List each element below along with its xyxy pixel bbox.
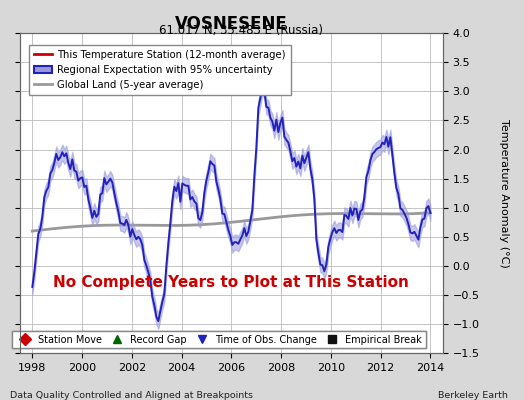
Text: No Complete Years to Plot at This Station: No Complete Years to Plot at This Statio… <box>53 275 409 290</box>
Text: 61.017 N, 35.483 E (Russia): 61.017 N, 35.483 E (Russia) <box>159 24 323 37</box>
Text: Berkeley Earth: Berkeley Earth <box>439 391 508 400</box>
Y-axis label: Temperature Anomaly (°C): Temperature Anomaly (°C) <box>499 119 509 268</box>
Text: Data Quality Controlled and Aligned at Breakpoints: Data Quality Controlled and Aligned at B… <box>10 391 254 400</box>
Title: VOSNESENE: VOSNESENE <box>175 15 288 33</box>
Legend: Station Move, Record Gap, Time of Obs. Change, Empirical Break: Station Move, Record Gap, Time of Obs. C… <box>12 331 425 348</box>
